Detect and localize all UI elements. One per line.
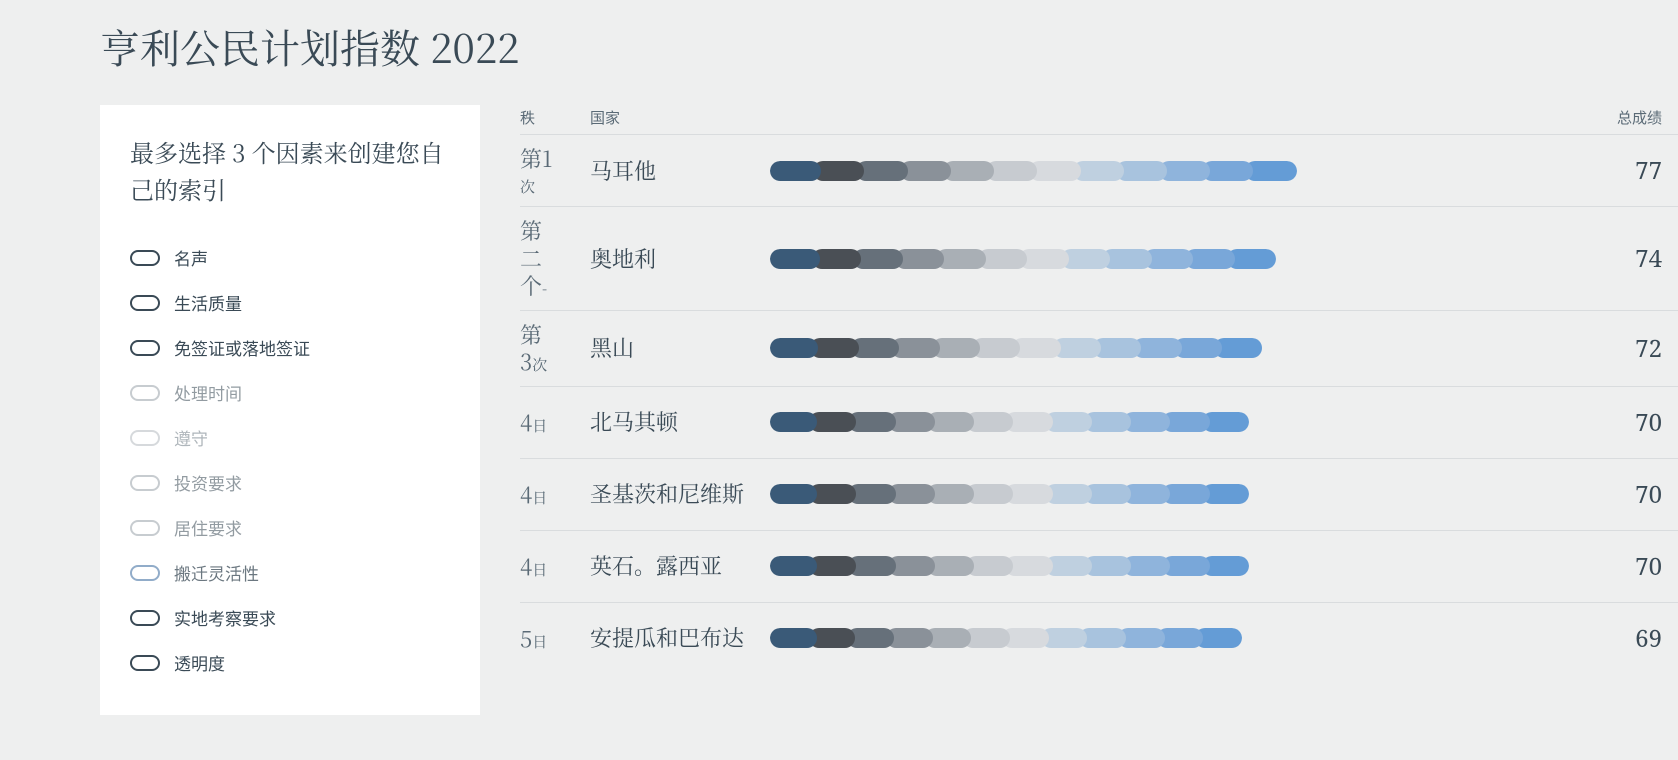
factor-label: 实地考察要求 [174,605,276,630]
bar-segment [770,412,817,432]
country-cell: 圣基茨和尼维斯 [590,479,770,509]
factor-toggle-pill[interactable] [130,565,160,581]
score-cell: 74 [1598,242,1678,275]
sidebar-heading: 最多选择 3 个因素来创建您自己的索引 [130,133,450,207]
rank-cell: 第二个- [520,217,590,300]
factor-toggle-pill[interactable] [130,655,160,671]
factor-item[interactable]: 居住要求 [130,505,450,550]
factor-label: 透明度 [174,650,225,675]
bar-cell [770,628,1598,648]
factor-item[interactable]: 搬迁灵活性 [130,550,450,595]
country-cell: 马耳他 [590,156,770,186]
factor-toggle-pill[interactable] [130,475,160,491]
score-cell: 70 [1598,550,1678,583]
country-cell: 黑山 [590,333,770,363]
factor-item[interactable]: 遵守 [130,415,450,460]
factor-label: 名声 [174,245,208,270]
bar-cell [770,412,1598,432]
factor-toggle-pill[interactable] [130,610,160,626]
factor-item[interactable]: 处理时间 [130,370,450,415]
score-cell: 69 [1598,622,1678,655]
bar-segment [770,338,818,358]
header-rank: 秩 [520,107,590,128]
bar-segment [770,556,817,576]
score-bar [770,556,1249,576]
table-row[interactable]: 第二个-奥地利 74 [520,206,1678,310]
header-country: 国家 [590,107,770,128]
factor-label: 免签证或落地签证 [174,335,310,360]
factor-list: 名声生活质量免签证或落地签证处理时间遵守投资要求居住要求搬迁灵活性实地考察要求透… [130,235,450,685]
page-title: 亨利公民计划指数 2022 [0,0,1678,105]
rank-cell: 5日 [520,625,590,653]
factor-toggle-pill[interactable] [130,520,160,536]
bar-cell [770,484,1598,504]
rank-cell: 4日 [520,481,590,509]
score-bar [770,484,1249,504]
score-bar [770,249,1276,269]
bar-segment [770,484,817,504]
factor-label: 处理时间 [174,380,242,405]
factor-toggle-pill[interactable] [130,250,160,266]
factor-item[interactable]: 免签证或落地签证 [130,325,450,370]
score-bar [770,412,1249,432]
rank-cell: 4日 [520,553,590,581]
table-row[interactable]: 5日安提瓜和巴布达 69 [520,602,1678,674]
ranking-table: 秩 国家 总成绩 第1次马耳他77第二个-奥地利74第3次黑山724日北马其顿7… [520,105,1678,715]
table-row[interactable]: 4日圣基茨和尼维斯 70 [520,458,1678,530]
factor-label: 居住要求 [174,515,242,540]
table-row[interactable]: 4日英石。露西亚 70 [520,530,1678,602]
table-row[interactable]: 4日北马其顿 70 [520,386,1678,458]
factor-toggle-pill[interactable] [130,385,160,401]
header-score: 总成绩 [1598,107,1678,128]
table-row[interactable]: 第1次马耳他 77 [520,134,1678,206]
country-cell: 英石。露西亚 [590,551,770,581]
factor-item[interactable]: 生活质量 [130,280,450,325]
rank-cell: 4日 [520,409,590,437]
score-bar [770,338,1262,358]
bar-segment [770,161,821,181]
factor-toggle-pill[interactable] [130,340,160,356]
score-bar [770,161,1297,181]
bar-segment [770,249,820,269]
score-cell: 70 [1598,406,1678,439]
bar-segment [1245,161,1296,181]
factor-item[interactable]: 透明度 [130,640,450,685]
factor-label: 生活质量 [174,290,242,315]
country-cell: 奥地利 [590,244,770,274]
bar-cell [770,338,1598,358]
table-row[interactable]: 第3次黑山 72 [520,310,1678,386]
bar-cell [770,556,1598,576]
score-cell: 77 [1598,154,1678,187]
score-cell: 72 [1598,332,1678,365]
country-cell: 安提瓜和巴布达 [590,623,770,653]
bar-segment [856,161,907,181]
factor-sidebar: 最多选择 3 个因素来创建您自己的索引 名声生活质量免签证或落地签证处理时间遵守… [100,105,480,715]
table-header: 秩 国家 总成绩 [520,105,1678,134]
score-bar [770,628,1242,648]
rank-cell: 第3次 [520,321,590,376]
bar-cell [770,249,1598,269]
factor-toggle-pill[interactable] [130,295,160,311]
score-cell: 70 [1598,478,1678,511]
factor-item[interactable]: 实地考察要求 [130,595,450,640]
rank-cell: 第1次 [520,145,590,196]
factor-label: 遵守 [174,425,208,450]
country-cell: 北马其顿 [590,407,770,437]
bar-cell [770,161,1598,181]
factor-label: 搬迁灵活性 [174,560,259,585]
factor-label: 投资要求 [174,470,242,495]
bar-segment [770,628,817,648]
factor-item[interactable]: 名声 [130,235,450,280]
factor-item[interactable]: 投资要求 [130,460,450,505]
factor-toggle-pill[interactable] [130,430,160,446]
